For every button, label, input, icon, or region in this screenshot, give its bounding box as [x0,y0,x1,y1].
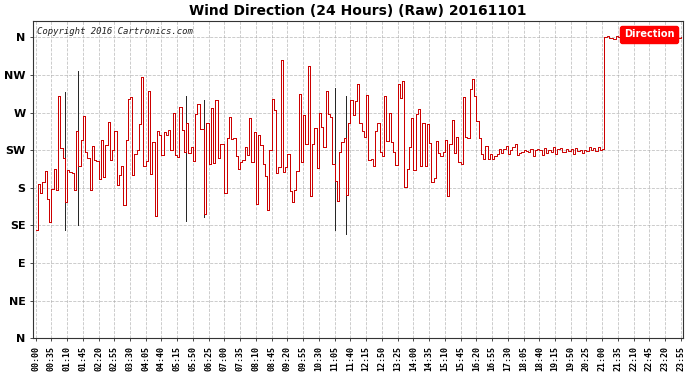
Text: Copyright 2016 Cartronics.com: Copyright 2016 Cartronics.com [37,27,193,36]
Title: Wind Direction (24 Hours) (Raw) 20161101: Wind Direction (24 Hours) (Raw) 20161101 [190,4,527,18]
Legend: Direction: Direction [620,26,678,44]
